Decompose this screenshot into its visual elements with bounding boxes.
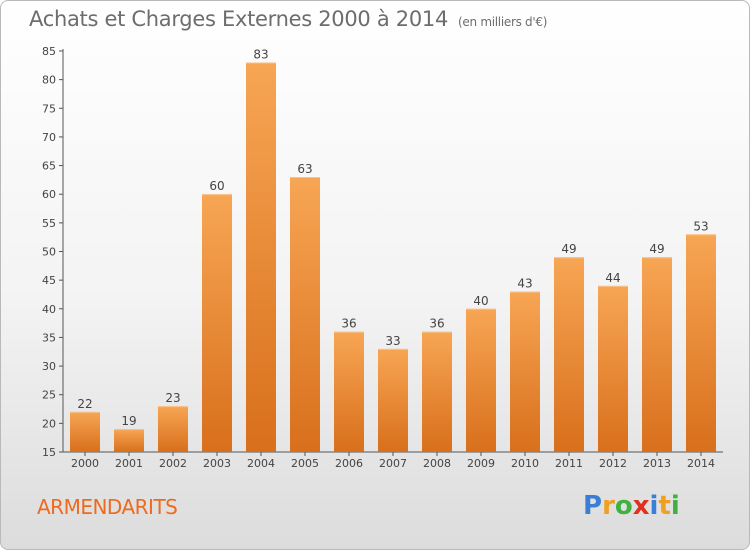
- bar: [642, 257, 672, 452]
- logo-letter: P: [583, 491, 603, 521]
- bar-value-label: 43: [517, 277, 532, 291]
- bar-value-label: 36: [341, 317, 356, 331]
- bar: [334, 331, 364, 452]
- bar: [466, 308, 496, 452]
- y-tick-label: 30: [42, 360, 56, 373]
- y-tick-label: 85: [42, 45, 56, 58]
- x-tick-label: 2006: [335, 457, 363, 470]
- bar: [158, 406, 188, 452]
- bar-value-label: 63: [297, 162, 312, 176]
- x-tick-label: 2011: [555, 457, 583, 470]
- logo-letter: i: [670, 491, 680, 521]
- bar-value-label: 40: [473, 294, 488, 308]
- y-tick-label: 75: [42, 102, 56, 115]
- bar-value-label: 44: [605, 271, 620, 285]
- x-tick-label: 2007: [379, 457, 407, 470]
- bar-value-label: 60: [209, 179, 224, 193]
- bar: [70, 411, 100, 452]
- bar: [598, 285, 628, 452]
- x-tick-label: 2001: [115, 457, 143, 470]
- y-tick-label: 15: [42, 446, 56, 459]
- y-tick-label: 70: [42, 131, 56, 144]
- y-tick-label: 65: [42, 160, 56, 173]
- y-tick-label: 50: [42, 246, 56, 259]
- logo-letter: o: [614, 491, 633, 521]
- bar-value-label: 83: [253, 47, 268, 61]
- bar: [246, 62, 276, 452]
- bar-value-label: 23: [165, 391, 180, 405]
- x-tick-label: 2009: [467, 457, 495, 470]
- x-tick-label: 2003: [203, 457, 231, 470]
- logo-letter: x: [632, 491, 650, 521]
- commune-name: ARMENDARITS: [37, 495, 178, 519]
- bar-value-label: 33: [385, 334, 400, 348]
- y-tick-label: 20: [42, 417, 56, 430]
- x-tick-label: 2010: [511, 457, 539, 470]
- bar: [202, 194, 232, 452]
- chart-title: Achats et Charges Externes 2000 à 2014 (e…: [29, 7, 547, 31]
- y-tick-label: 80: [42, 74, 56, 87]
- bar-value-label: 53: [693, 219, 708, 233]
- x-tick-label: 2008: [423, 457, 451, 470]
- x-tick-label: 2002: [159, 457, 187, 470]
- y-tick-label: 60: [42, 188, 56, 201]
- bar-value-label: 36: [429, 317, 444, 331]
- bar-value-label: 22: [77, 397, 92, 411]
- bar-value-label: 49: [649, 242, 664, 256]
- bar: [422, 331, 452, 452]
- y-tick-label: 25: [42, 389, 56, 402]
- bar-value-label: 49: [561, 242, 576, 256]
- y-tick-label: 45: [42, 274, 56, 287]
- x-tick-label: 2013: [643, 457, 671, 470]
- x-tick-label: 2004: [247, 457, 275, 470]
- bar: [554, 257, 584, 452]
- x-tick-label: 2014: [687, 457, 715, 470]
- logo-letter: i: [649, 491, 659, 521]
- logo-letter: t: [658, 491, 671, 521]
- x-tick-label: 2005: [291, 457, 319, 470]
- bar: [290, 177, 320, 452]
- x-tick-label: 2012: [599, 457, 627, 470]
- bar: [686, 234, 716, 452]
- logo-letter: r: [602, 491, 615, 521]
- chart-title-text: Achats et Charges Externes 2000 à 2014: [29, 7, 449, 31]
- x-tick-label: 2000: [71, 457, 99, 470]
- bar: [114, 429, 144, 452]
- bar: [510, 291, 540, 452]
- y-tick-label: 55: [42, 217, 56, 230]
- chart-subtitle: (en milliers d'€): [458, 15, 548, 29]
- bar-value-label: 19: [121, 414, 136, 428]
- y-tick-label: 35: [42, 331, 56, 344]
- proxiti-logo[interactable]: Proxiti: [583, 491, 680, 521]
- y-tick-label: 40: [42, 303, 56, 316]
- bar: [378, 348, 408, 452]
